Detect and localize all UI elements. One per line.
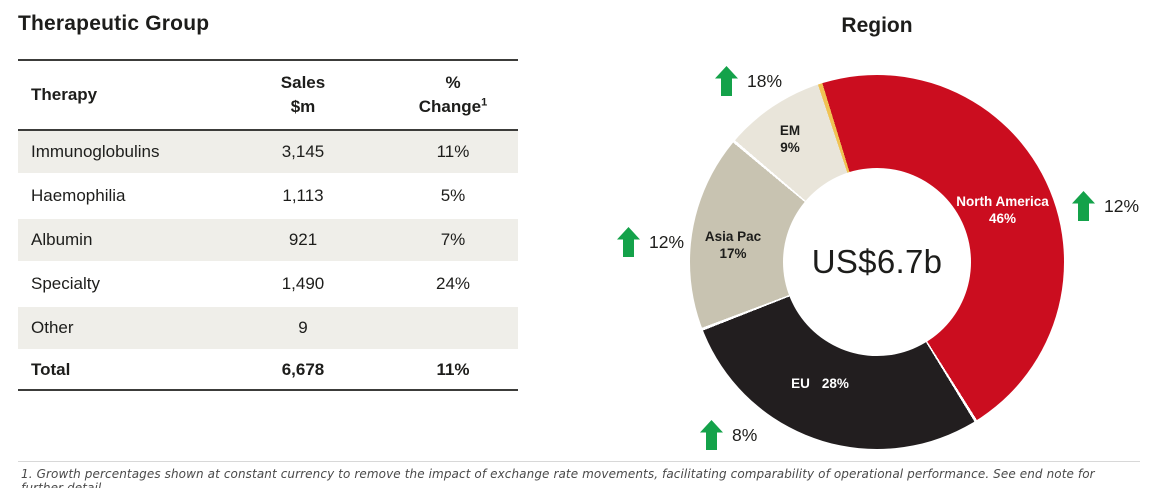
table-row: Haemophilia 1,113 5%	[18, 174, 518, 218]
growth-arrow-icon	[700, 420, 723, 450]
segment-label-em: EM 9%	[779, 123, 801, 155]
cell-therapy: Immunoglobulins	[31, 142, 160, 161]
segment-label-asia-pac: Asia Pac 17%	[704, 229, 762, 261]
cell-therapy: Albumin	[31, 230, 93, 249]
table-row: Immunoglobulins 3,145 11%	[18, 130, 518, 174]
growth-badge-north-america: 12%	[1072, 191, 1139, 221]
header-sales: Sales $m	[280, 73, 326, 116]
table-row: Other 9	[18, 306, 518, 350]
cell-therapy: Specialty	[31, 274, 100, 293]
cell-sales: 9	[298, 318, 308, 337]
therapy-table: Therapy Sales $m % Change1 Immunoglobuli…	[18, 59, 518, 391]
therapeutic-group-panel: Therapeutic Group Therapy Sales $m % Cha…	[18, 12, 518, 391]
footnote-text: 1. Growth percentages shown at constant …	[21, 467, 1095, 488]
region-chart-panel: Region US$6.7b North America 46% EU 28% …	[580, 0, 1153, 460]
growth-arrow-icon	[617, 227, 640, 257]
cell-therapy: Haemophilia	[31, 186, 126, 205]
cell-total-sales: 6,678	[281, 360, 325, 379]
growth-arrow-icon	[1072, 191, 1095, 221]
cell-change: 11%	[436, 142, 470, 161]
growth-value: 8%	[732, 424, 758, 445]
cell-change	[388, 306, 518, 350]
chart-title: Region	[841, 14, 913, 37]
growth-badge-asia-pac: 12%	[617, 227, 684, 257]
growth-value: 12%	[1104, 195, 1140, 216]
footnote: 1. Growth percentages shown at constant …	[18, 461, 1140, 488]
cell-total-change: 11%	[436, 360, 470, 379]
cell-sales: 921	[288, 230, 318, 249]
table-header-row: Therapy Sales $m % Change1	[18, 60, 518, 130]
table-total-row: Total 6,678 11%	[18, 350, 518, 390]
cell-change: 5%	[440, 186, 466, 205]
cell-sales: 1,490	[281, 274, 325, 293]
cell-change: 24%	[435, 274, 471, 293]
cell-sales: 1,113	[282, 186, 324, 205]
header-change: % Change1	[418, 73, 488, 116]
segment-label-eu: EU 28%	[791, 376, 849, 391]
cell-sales: 3,145	[281, 142, 325, 161]
table-row: Specialty 1,490 24%	[18, 262, 518, 306]
growth-badge-eu: 8%	[700, 420, 757, 450]
cell-change: 7%	[440, 230, 466, 249]
table-row: Albumin 921 7%	[18, 218, 518, 262]
cell-total-label: Total	[31, 360, 71, 379]
donut-center-label: US$6.7b	[811, 243, 943, 280]
growth-badge-em: 18%	[715, 66, 782, 96]
donut-hole: US$6.7b	[783, 168, 971, 356]
growth-value: 12%	[649, 231, 685, 252]
footnote-marker: 1	[481, 96, 488, 109]
header-therapy: Therapy	[31, 85, 98, 104]
growth-arrow-icon	[715, 66, 738, 96]
cell-therapy: Other	[31, 318, 74, 337]
growth-value: 18%	[747, 70, 783, 91]
segment-label-north-america: North America 46%	[956, 194, 1049, 226]
table-title: Therapeutic Group	[18, 12, 210, 35]
